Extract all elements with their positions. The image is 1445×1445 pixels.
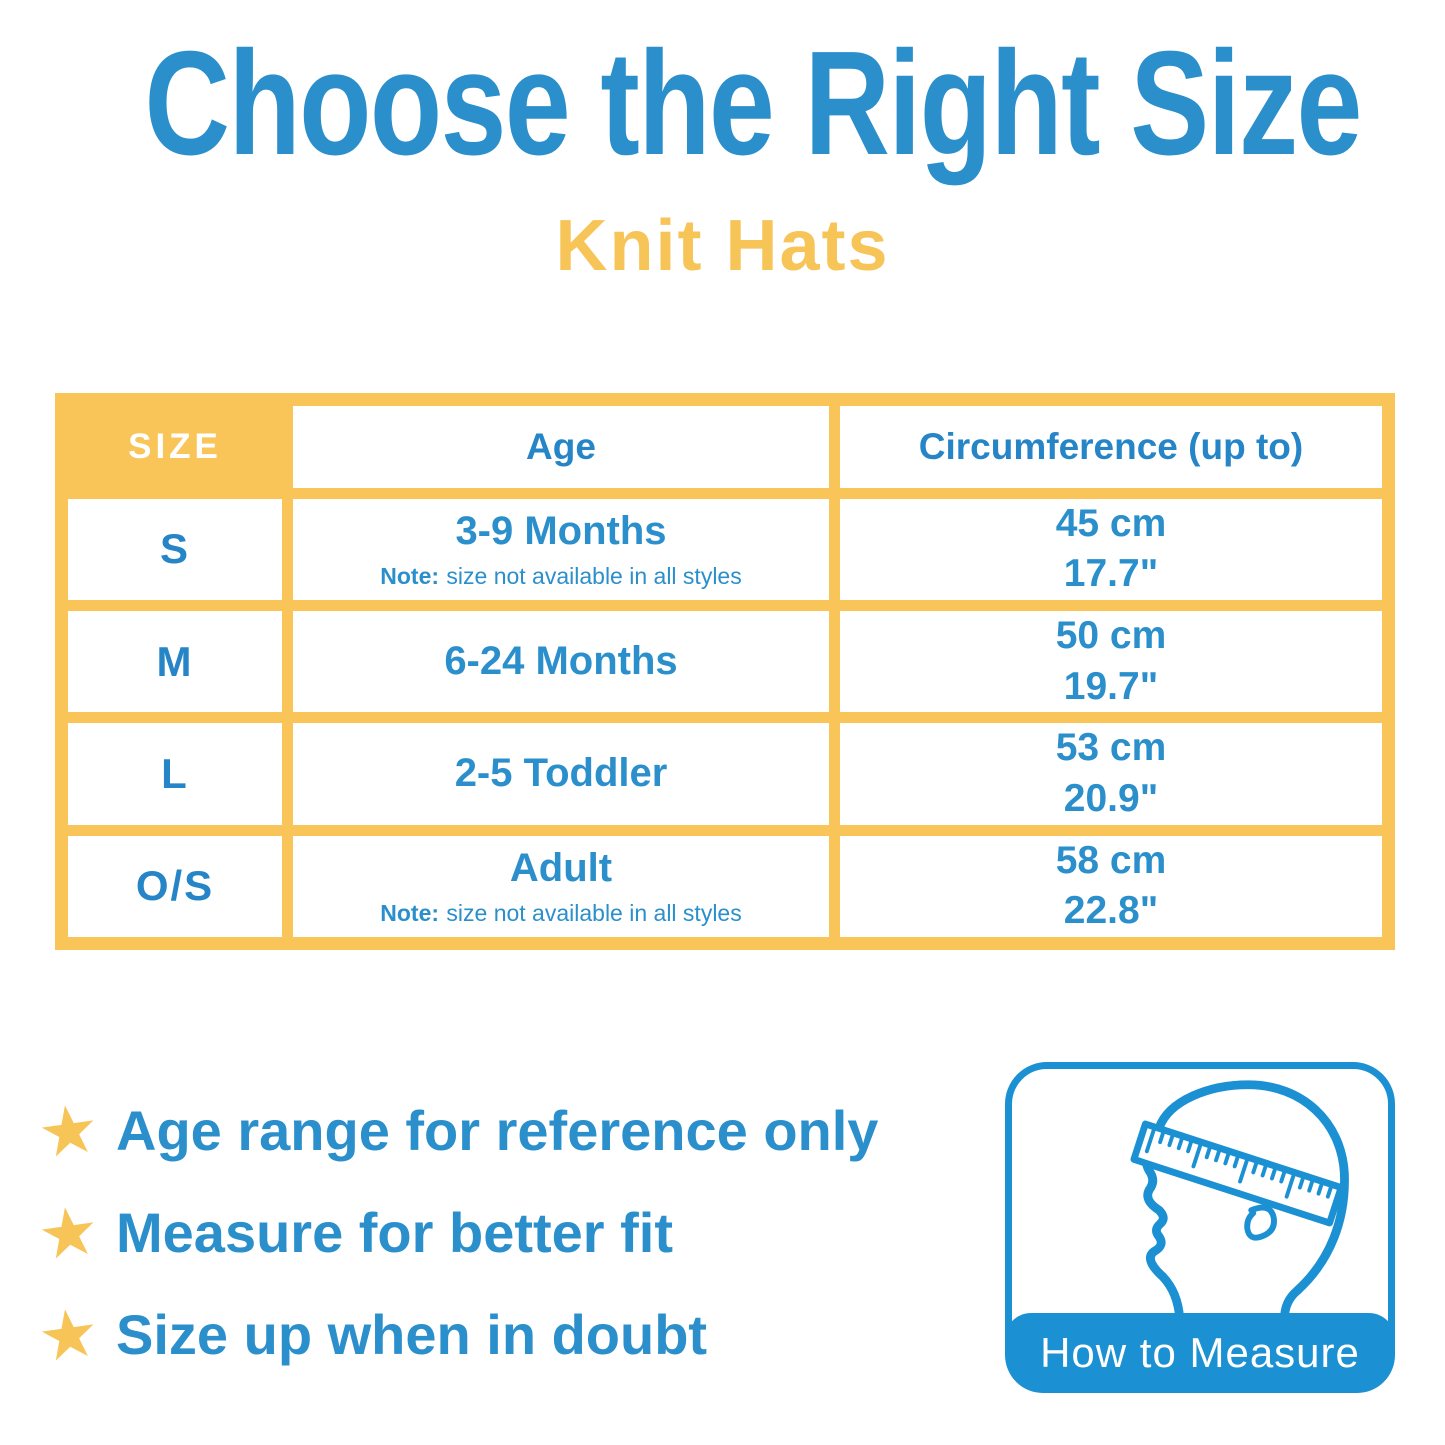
star-icon: ★ — [33, 1089, 105, 1174]
circumference-in: 20.9" — [1063, 776, 1159, 820]
table-row-circumference-m: 50 cm 19.7" — [840, 610, 1382, 713]
table-row-age-l: 2-5 Toddler — [293, 723, 829, 825]
circumference-cm: 50 cm — [1055, 613, 1167, 657]
table-row-circumference-l: 53 cm 20.9" — [840, 723, 1382, 825]
tips-list: ★ Age range for reference only ★ Measure… — [33, 1089, 879, 1402]
table-row-circumference-s: 45 cm 17.7" — [840, 498, 1382, 600]
header-age: Age — [293, 406, 829, 488]
age-value: 2-5 Toddler — [454, 751, 668, 796]
note-label: Note: — [380, 899, 440, 926]
page-subtitle: Knit Hats — [555, 206, 890, 286]
tip-text: Measure for better fit — [116, 1200, 673, 1264]
header-circumference: Circumference (up to) — [840, 406, 1382, 488]
how-to-measure-card: How to Measure — [1005, 1062, 1395, 1393]
circumference-in: 22.8" — [1063, 889, 1159, 933]
table-row-age-os: Adult Note: size not available in all sty… — [293, 835, 829, 937]
circumference-cm: 58 cm — [1055, 838, 1167, 882]
table-row-age-m: 6-24 Months — [293, 610, 829, 713]
age-note: Note: size not available in all styles — [380, 900, 741, 927]
table-row-circumference-os: 58 cm 22.8" — [840, 835, 1382, 937]
list-item: ★ Measure for better fit — [33, 1191, 878, 1275]
circumference-in: 19.7" — [1063, 664, 1159, 708]
size-table: SIZE Age Circumference (up to) S 3-9 Mon… — [55, 393, 1395, 950]
star-icon: ★ — [33, 1191, 105, 1276]
head-measuring-tape-icon — [1130, 1080, 1349, 1318]
page-title: Choose the Right Size — [144, 21, 1363, 186]
table-row-age-s: 3-9 Months Note: size not available in al… — [293, 498, 829, 600]
note-text: size not available in all styles — [446, 562, 742, 589]
table-row-size-s: S — [68, 498, 282, 600]
star-icon: ★ — [33, 1293, 105, 1378]
list-item: ★ Size up when in doubt — [33, 1293, 878, 1377]
age-value: 6-24 Months — [444, 639, 678, 684]
note-label: Note: — [380, 562, 440, 589]
list-item: ★ Age range for reference only — [33, 1089, 879, 1173]
circumference-cm: 45 cm — [1055, 501, 1167, 545]
age-value: 3-9 Months — [455, 508, 667, 553]
circumference-cm: 53 cm — [1055, 726, 1167, 770]
circumference-in: 17.7" — [1063, 552, 1159, 596]
tip-text: Size up when in doubt — [116, 1302, 708, 1366]
note-text: size not available in all styles — [446, 899, 742, 926]
how-to-measure-label: How to Measure — [1005, 1313, 1395, 1393]
tip-text: Age range for reference only — [116, 1098, 879, 1162]
header-size: SIZE — [128, 426, 222, 466]
table-row-size-m: M — [68, 610, 282, 713]
age-note: Note: size not available in all styles — [380, 563, 741, 590]
table-row-size-os: O/S — [68, 835, 282, 937]
age-value: Adult — [509, 845, 613, 890]
table-row-size-l: L — [68, 723, 282, 825]
